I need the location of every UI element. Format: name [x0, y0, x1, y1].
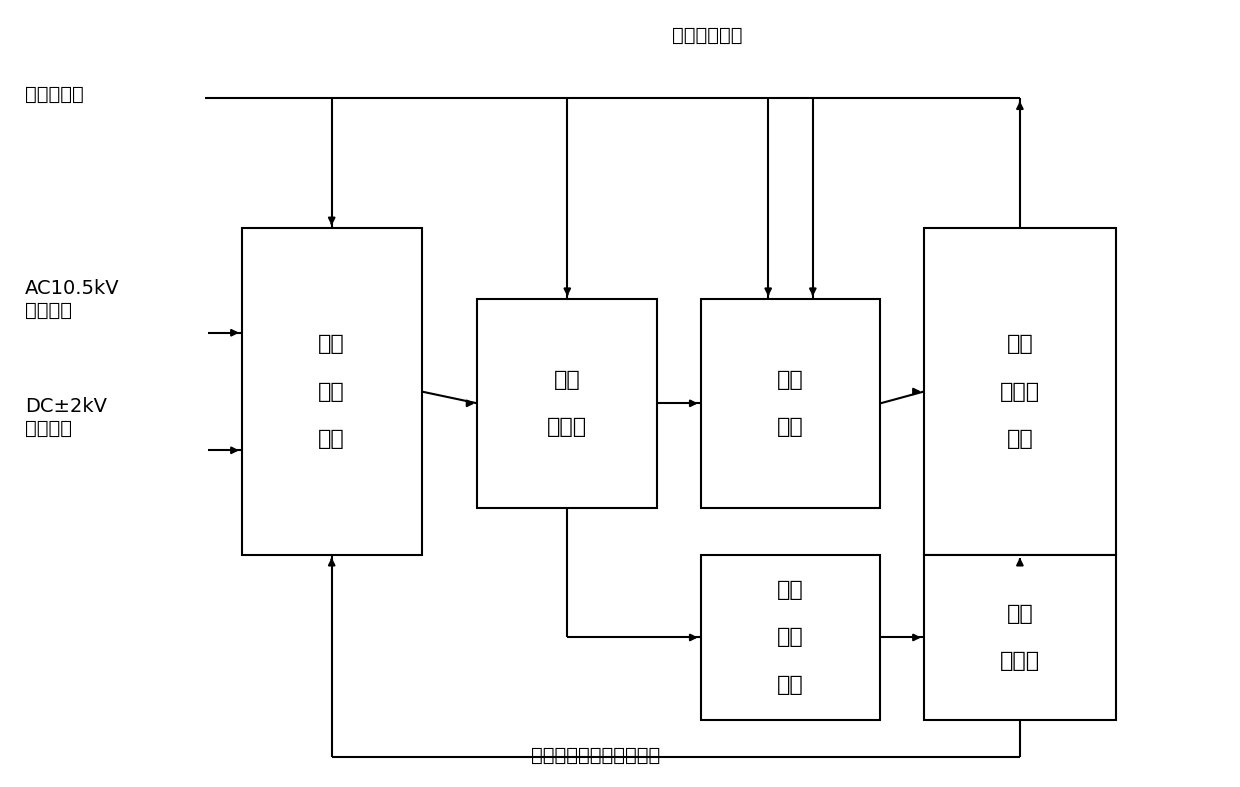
- Text: 变压器低压侧的电压信号: 变压器低压侧的电压信号: [531, 746, 660, 765]
- FancyBboxPatch shape: [242, 228, 422, 555]
- Text: DC±2kV
电压信号: DC±2kV 电压信号: [25, 397, 107, 438]
- Text: 采集: 采集: [319, 382, 345, 401]
- Text: 电路: 电路: [777, 417, 804, 437]
- FancyBboxPatch shape: [924, 555, 1116, 720]
- Text: 控制器: 控制器: [547, 417, 588, 437]
- Text: 晶闸管: 晶闸管: [999, 382, 1040, 401]
- Text: 整流: 整流: [1007, 604, 1033, 624]
- Text: 驱动: 驱动: [777, 370, 804, 390]
- FancyBboxPatch shape: [701, 555, 880, 720]
- FancyBboxPatch shape: [477, 299, 657, 508]
- Text: 开关量信号: 开关量信号: [25, 85, 83, 104]
- Text: 变压器: 变压器: [999, 651, 1040, 671]
- Text: 外部控制指令: 外部控制指令: [672, 26, 742, 45]
- Text: 核心: 核心: [554, 370, 580, 390]
- Text: 开关: 开关: [777, 674, 804, 695]
- FancyBboxPatch shape: [924, 228, 1116, 555]
- Text: 模块: 模块: [319, 429, 345, 449]
- Text: 单元: 单元: [1007, 429, 1033, 449]
- Text: 可控: 可控: [1007, 334, 1033, 354]
- Text: 有载: 有载: [777, 580, 804, 600]
- FancyBboxPatch shape: [701, 299, 880, 508]
- Text: AC10.5kV
电压信号: AC10.5kV 电压信号: [25, 279, 119, 320]
- Text: 调压: 调压: [777, 627, 804, 648]
- Text: 信号: 信号: [319, 334, 345, 354]
